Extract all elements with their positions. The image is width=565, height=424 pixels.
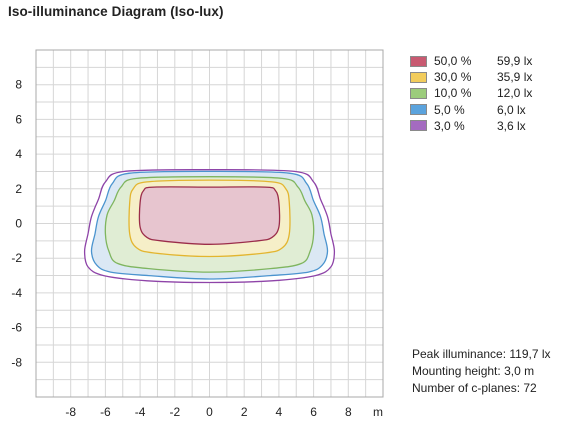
legend-lux: 35,9 lx xyxy=(497,70,533,85)
x-tick-label: 2 xyxy=(241,405,248,419)
y-tick-label: -2 xyxy=(11,251,22,265)
y-tick-label: 2 xyxy=(15,182,22,196)
y-tick-label: 4 xyxy=(15,147,22,161)
legend-row-5: 5,0 % 6,0 lx xyxy=(410,102,532,118)
y-tick-label: 8 xyxy=(15,78,22,92)
legend-lux: 12,0 lx xyxy=(497,86,533,101)
legend-swatch-30 xyxy=(410,71,427,83)
legend-percent: 3,0 % xyxy=(434,118,465,133)
y-tick-label: 0 xyxy=(15,217,22,231)
chart-title: Iso-illuminance Diagram (Iso-lux) xyxy=(8,4,224,19)
legend-row-50: 50,0 % 59,9 lx xyxy=(410,53,532,69)
info-panel: Peak illuminance: 119,7 lx Mounting heig… xyxy=(412,346,551,397)
legend-row-10: 10,0 % 12,0 lx xyxy=(410,85,532,101)
x-axis-unit: m xyxy=(373,405,383,419)
peak-illuminance: Peak illuminance: 119,7 lx xyxy=(412,347,551,361)
legend-lux: 59,9 lx xyxy=(497,54,533,69)
number-of-c-planes: Number of c-planes: 72 xyxy=(412,381,537,395)
x-tick-label: 0 xyxy=(206,405,213,419)
legend: 50,0 % 59,9 lx 30,0 % 35,9 lx 10,0 % 12,… xyxy=(410,53,532,134)
plot-frame xyxy=(35,49,384,398)
y-tick-label: -8 xyxy=(11,355,22,369)
x-tick-label: -6 xyxy=(100,405,111,419)
legend-swatch-3 xyxy=(410,120,427,132)
legend-swatch-50 xyxy=(410,55,427,67)
legend-row-30: 30,0 % 35,9 lx xyxy=(410,69,532,85)
x-tick-label: 6 xyxy=(310,405,317,419)
legend-percent: 5,0 % xyxy=(434,102,465,117)
y-tick-label: -4 xyxy=(11,286,22,300)
y-tick-label: 6 xyxy=(15,112,22,126)
y-tick-label: -6 xyxy=(11,321,22,335)
x-tick-label: 8 xyxy=(345,405,352,419)
legend-percent: 10,0 % xyxy=(434,86,472,101)
legend-lux: 6,0 lx xyxy=(497,102,526,117)
mounting-height: Mounting height: 3,0 m xyxy=(412,364,535,378)
contour-50-percent xyxy=(138,186,281,245)
x-tick-label: -2 xyxy=(169,405,180,419)
x-tick-label: -4 xyxy=(135,405,146,419)
x-tick-label: 4 xyxy=(276,405,283,419)
legend-swatch-10 xyxy=(410,87,427,99)
legend-row-3: 3,0 % 3,6 lx xyxy=(410,118,532,134)
legend-swatch-5 xyxy=(410,104,427,116)
x-tick-label: -8 xyxy=(65,405,76,419)
legend-percent: 50,0 % xyxy=(434,54,472,69)
legend-lux: 3,6 lx xyxy=(497,118,526,133)
legend-percent: 30,0 % xyxy=(434,70,472,85)
